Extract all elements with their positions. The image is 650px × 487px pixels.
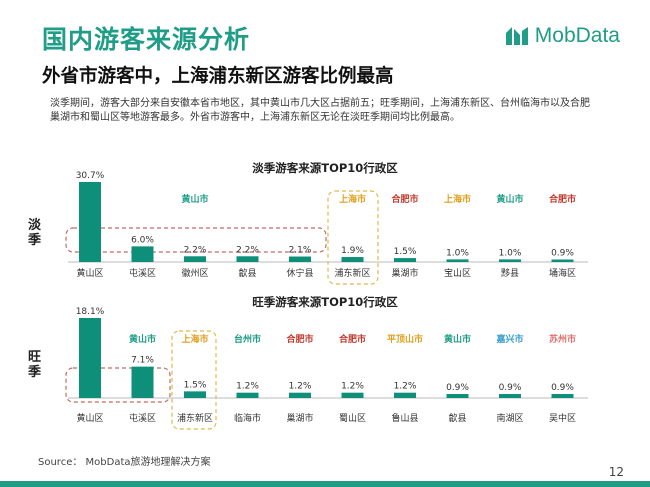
- value-label-0-4: 2.1%: [289, 246, 312, 256]
- value-label-1-0: 18.1%: [76, 307, 105, 317]
- category-label-1-3: 临海市: [234, 412, 261, 424]
- value-label-0-2: 2.2%: [184, 245, 207, 255]
- city-tag-1-6: 黄山市: [444, 333, 471, 345]
- category-label-0-1: 屯溪区: [129, 267, 156, 279]
- category-label-1-9: 吴中区: [549, 412, 576, 424]
- highlight-box-0-1: [327, 190, 379, 285]
- category-label-1-1: 屯溪区: [129, 412, 156, 424]
- category-label-0-9: 埇海区: [549, 267, 576, 279]
- category-label-0-3: 歙县: [238, 267, 256, 279]
- value-label-1-3: 1.2%: [236, 382, 259, 392]
- highlight-box-1-1: [171, 330, 217, 430]
- value-label-0-0: 30.7%: [76, 171, 105, 181]
- value-label-1-5: 1.2%: [341, 382, 364, 392]
- bar-0-2: [184, 256, 206, 262]
- value-label-1-8: 0.9%: [499, 383, 522, 393]
- city-tag-1-5: 平顶山市: [387, 333, 423, 345]
- city-tag-1-2: 台州市: [234, 333, 261, 345]
- category-label-0-0: 黄山区: [76, 267, 103, 279]
- bar-1-5: [341, 392, 364, 398]
- value-label-1-6: 1.2%: [394, 382, 417, 392]
- bar-0-0: [79, 182, 101, 262]
- bar-1-1: [131, 366, 154, 398]
- city-tag-0-1: 上海市: [339, 193, 366, 205]
- city-tag-1-8: 苏州市: [549, 333, 576, 345]
- logo-text: MobData: [534, 24, 620, 47]
- city-tag-0-4: 黄山市: [496, 193, 523, 205]
- mobdata-logo-icon: [505, 27, 528, 45]
- bar-0-6: [394, 258, 416, 262]
- category-label-1-7: 歙县: [448, 412, 466, 424]
- bar-0-5: [341, 257, 364, 262]
- value-label-0-8: 1.0%: [499, 248, 522, 258]
- city-tag-0-2: 合肥市: [391, 193, 418, 205]
- bar-0-1: [131, 246, 154, 262]
- bar-0-9: [551, 259, 574, 262]
- bar-0-4: [289, 256, 311, 262]
- category-label-0-4: 休宁县: [286, 267, 313, 279]
- bar-1-7: [446, 394, 469, 398]
- city-tag-1-1: 上海市: [181, 333, 208, 345]
- value-label-0-5: 1.9%: [341, 246, 364, 256]
- category-label-1-5: 蜀山区: [339, 413, 366, 424]
- city-tag-1-0: 黄山市: [129, 333, 156, 345]
- category-label-0-7: 宝山区: [444, 267, 471, 279]
- city-tag-1-3: 合肥市: [286, 333, 313, 345]
- highlight-box-0-0: [65, 227, 327, 253]
- category-label-0-5: 浦东新区: [334, 267, 370, 279]
- city-tag-1-7: 嘉兴市: [495, 333, 523, 345]
- bar-1-6: [394, 392, 416, 398]
- value-label-1-2: 1.5%: [184, 380, 207, 390]
- bar-0-3: [236, 256, 259, 262]
- value-label-0-6: 1.5%: [394, 247, 417, 257]
- bar-1-0: [79, 318, 101, 398]
- value-label-0-3: 2.2%: [236, 245, 259, 255]
- bar-1-3: [236, 392, 259, 398]
- value-label-0-7: 1.0%: [446, 248, 469, 258]
- bar-1-9: [551, 394, 574, 398]
- value-label-1-4: 1.2%: [289, 382, 312, 392]
- description-text: 淡季期间，游客大部分来自安徽本省市地区，其中黄山市几大区占据前五；旺季期间，上海…: [50, 98, 590, 123]
- bar-1-4: [289, 392, 311, 398]
- highlight-box-1-0: [65, 367, 171, 403]
- value-label-1-7: 0.9%: [446, 383, 469, 393]
- logo: MobData: [504, 24, 620, 48]
- page-title: 国内游客来源分析: [42, 25, 251, 54]
- value-label-1-9: 0.9%: [551, 383, 574, 393]
- city-tag-1-4: 合肥市: [339, 333, 366, 345]
- chart-title-0: 淡季游客来源TOP10行政区: [252, 161, 398, 175]
- value-label-1-1: 7.1%: [131, 356, 154, 366]
- category-label-1-6: 鲁山县: [391, 412, 418, 424]
- peak-season-label: 旺季: [28, 350, 42, 380]
- category-label-1-8: 南湖区: [496, 412, 523, 424]
- category-label-1-2: 浦东新区: [177, 412, 213, 424]
- value-label-0-1: 6.0%: [131, 235, 154, 245]
- source-note: Source： MobData旅游地理解决方案: [38, 457, 211, 468]
- bar-0-8: [499, 259, 521, 262]
- off-season-label: 淡季: [28, 218, 42, 248]
- bar-0-7: [446, 259, 469, 262]
- category-label-1-0: 黄山区: [76, 412, 103, 424]
- category-label-0-8: 黟县: [501, 268, 519, 279]
- bar-1-8: [499, 394, 521, 398]
- city-tag-0-5: 合肥市: [549, 193, 576, 205]
- city-tag-0-0: 黄山市: [181, 193, 208, 205]
- city-tag-0-3: 上海市: [444, 193, 471, 205]
- chart-title-1: 旺季游客来源TOP10行政区: [252, 295, 398, 309]
- page-subtitle: 外省市游客中，上海浦东新区游客比例最高: [42, 66, 394, 87]
- page-number: 12: [608, 465, 624, 479]
- bottom-accent-line: [0, 481, 650, 487]
- category-label-0-2: 徽州区: [181, 267, 208, 279]
- category-label-0-6: 巢湖市: [391, 267, 418, 279]
- bar-1-2: [184, 391, 206, 398]
- category-label-1-4: 巢湖市: [286, 412, 313, 424]
- value-label-0-9: 0.9%: [551, 249, 574, 259]
